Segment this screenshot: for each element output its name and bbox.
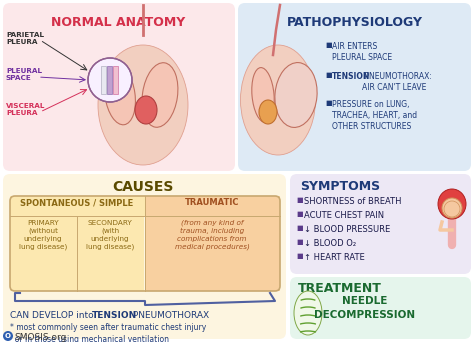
Ellipse shape [444, 201, 460, 217]
Bar [10, 216, 77, 291]
FancyBboxPatch shape [3, 174, 286, 339]
Text: SPONTANEOUS / SIMPLE: SPONTANEOUS / SIMPLE [20, 198, 134, 207]
Text: VISCERAL
PLEURA: VISCERAL PLEURA [6, 103, 46, 116]
FancyBboxPatch shape [3, 3, 235, 171]
Text: CAN DEVELOP into: CAN DEVELOP into [10, 311, 97, 320]
Text: PRIMARY
(without
underlying
lung disease): PRIMARY (without underlying lung disease… [19, 220, 67, 250]
Text: ■: ■ [325, 42, 332, 48]
Text: PNEUMOTHORAX:
AIR CAN'T LEAVE: PNEUMOTHORAX: AIR CAN'T LEAVE [362, 72, 432, 92]
Text: NORMAL ANATOMY: NORMAL ANATOMY [51, 16, 185, 29]
Text: * most commonly seen after traumatic chest injury
  or in those using mechanical: * most commonly seen after traumatic che… [10, 323, 206, 342]
Text: TRAUMATIC: TRAUMATIC [185, 198, 239, 207]
Circle shape [442, 198, 462, 218]
Text: ■: ■ [296, 211, 302, 217]
Text: CAUSES: CAUSES [112, 180, 173, 194]
Text: SHORTNESS of BREATH: SHORTNESS of BREATH [304, 197, 401, 206]
Ellipse shape [135, 96, 157, 124]
Bar [145, 196, 280, 216]
FancyBboxPatch shape [290, 277, 471, 339]
Bar [145, 216, 280, 291]
Bar [113, 66, 118, 94]
Text: ■: ■ [296, 239, 302, 245]
Ellipse shape [438, 189, 466, 219]
Text: ACUTE CHEST PAIN: ACUTE CHEST PAIN [304, 211, 384, 220]
Text: TENSION: TENSION [332, 72, 370, 81]
Ellipse shape [275, 63, 317, 128]
Text: ■: ■ [325, 100, 332, 106]
Ellipse shape [252, 68, 274, 122]
Text: ↑ HEART RATE: ↑ HEART RATE [304, 253, 365, 262]
Bar [101, 66, 107, 94]
Text: PNEUMOTHORAX: PNEUMOTHORAX [130, 311, 209, 320]
Text: AIR ENTERS
PLEURAL SPACE: AIR ENTERS PLEURAL SPACE [332, 42, 392, 62]
Text: (from any kind of
trauma, including
complications from
medical procedures): (from any kind of trauma, including comp… [174, 220, 249, 250]
Text: PARIETAL
PLEURA: PARIETAL PLEURA [6, 32, 44, 45]
Text: PLEURAL
SPACE: PLEURAL SPACE [6, 68, 42, 81]
Bar [10, 196, 145, 216]
Text: ■: ■ [296, 225, 302, 231]
Ellipse shape [259, 100, 277, 124]
Text: SECONDARY
(with
underlying
lung disease): SECONDARY (with underlying lung disease) [86, 220, 134, 250]
Text: SMOSIS.org: SMOSIS.org [14, 332, 66, 342]
Text: NEEDLE
DECOMPRESSION: NEEDLE DECOMPRESSION [314, 296, 416, 320]
Text: O: O [5, 333, 11, 339]
FancyBboxPatch shape [238, 3, 471, 171]
Text: TENSION: TENSION [92, 311, 137, 320]
Ellipse shape [142, 63, 178, 127]
Text: ■: ■ [296, 253, 302, 259]
Circle shape [3, 331, 13, 341]
Text: ■: ■ [325, 72, 332, 78]
Text: ↓ BLOOD PRESSURE: ↓ BLOOD PRESSURE [304, 225, 390, 234]
Circle shape [88, 58, 132, 102]
Bar [77, 216, 144, 291]
Ellipse shape [98, 45, 188, 165]
Text: TREATMENT: TREATMENT [298, 282, 382, 295]
Text: ↓ BLOOD O₂: ↓ BLOOD O₂ [304, 239, 356, 248]
Text: PRESSURE on LUNG,
TRACHEA, HEART, and
OTHER STRUCTURES: PRESSURE on LUNG, TRACHEA, HEART, and OT… [332, 100, 417, 131]
FancyBboxPatch shape [290, 174, 471, 274]
Bar [107, 66, 112, 94]
Ellipse shape [105, 65, 136, 125]
Ellipse shape [240, 45, 316, 155]
Ellipse shape [294, 291, 322, 335]
Text: PATHOPHYSIOLOGY: PATHOPHYSIOLOGY [287, 16, 423, 29]
Text: ■: ■ [296, 197, 302, 203]
Text: SYMPTOMS: SYMPTOMS [300, 180, 380, 193]
